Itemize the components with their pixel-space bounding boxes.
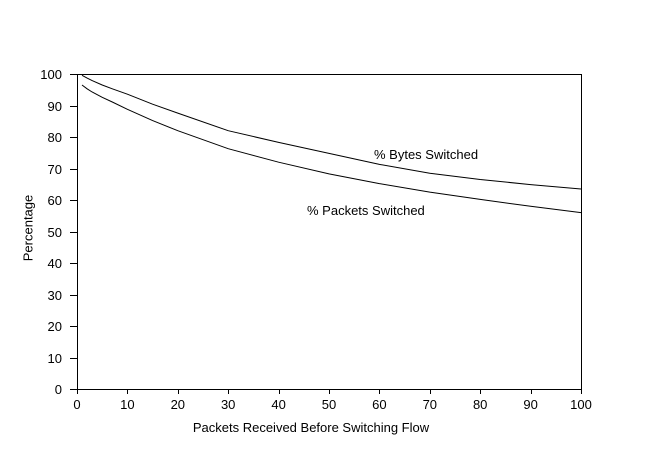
x-tick-label: 70 [422, 397, 438, 412]
x-tick-label: 40 [271, 397, 286, 412]
bytes-switched-curve [81, 74, 582, 190]
y-tick-label: 60 [47, 193, 62, 208]
packets-switched-curve [81, 84, 582, 214]
x-axis-title: Packets Received Before Switching Flow [192, 420, 430, 435]
x-tick-label: 50 [321, 397, 337, 412]
y-tick-label: 100 [40, 67, 62, 82]
y-tick-label: 10 [47, 350, 62, 366]
y-tick-label: 70 [47, 161, 62, 177]
x-tick-label: 90 [523, 397, 538, 412]
x-tick-label: 80 [472, 397, 488, 412]
x-tick-label: 60 [372, 397, 387, 412]
y-tick-label: 90 [47, 98, 62, 114]
plot-area-border [77, 74, 582, 390]
series-label-packets-switched: % Packets Switched [307, 203, 425, 218]
x-tick-label: 10 [120, 397, 135, 412]
x-tick-label: 0 [73, 397, 81, 412]
y-tick-label: 80 [47, 130, 62, 145]
y-tick-label: 30 [47, 287, 62, 303]
x-tick-label: 30 [220, 397, 236, 412]
y-tick-label: 0 [54, 382, 62, 397]
y-tick-label: 20 [47, 319, 62, 334]
x-tick-label: 20 [170, 397, 186, 412]
y-tick-label: 50 [47, 224, 62, 240]
y-tick-label: 40 [47, 256, 62, 271]
x-tick-label: 100 [570, 397, 592, 412]
series-label-bytes-switched: % Bytes Switched [374, 147, 479, 162]
